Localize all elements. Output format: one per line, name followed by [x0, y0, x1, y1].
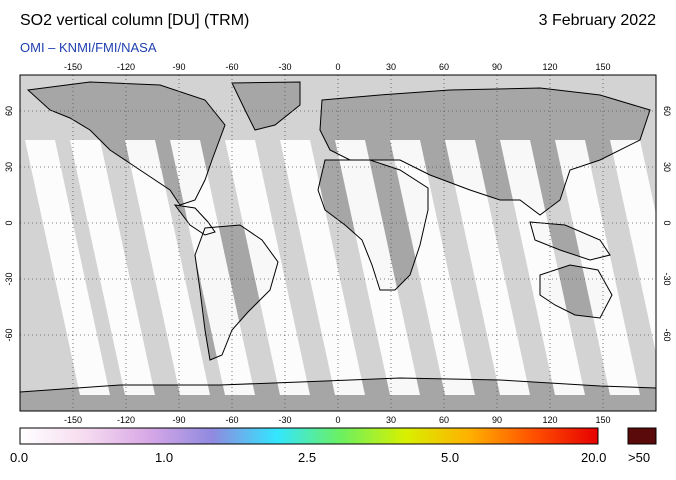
lat-ticks-right: 60 30 0 -30 -60	[662, 106, 672, 342]
colorbar-label-4: 20.0	[581, 450, 607, 465]
colorbar-label-0: 0.0	[10, 450, 29, 465]
lat-tick-label: 30	[4, 162, 14, 172]
lon-tick-label: 120	[542, 415, 557, 425]
lat-tick-label: 60	[662, 106, 672, 116]
lat-tick-label: 0	[4, 220, 14, 225]
coastlines	[20, 81, 656, 393]
lon-tick-label: 0	[335, 415, 340, 425]
lon-tick-label: 30	[386, 415, 396, 425]
lon-tick-label: 60	[439, 62, 449, 72]
swath-strip	[445, 140, 530, 395]
swath-strip	[25, 140, 110, 395]
colorbar-label-1: 1.0	[155, 450, 174, 465]
lon-tick-label: -120	[117, 62, 135, 72]
lon-tick-label: 60	[439, 415, 449, 425]
lon-tick-label: -150	[64, 415, 82, 425]
colorbar-overflow-swatch	[627, 427, 657, 445]
data-credit: OMI – KNMI/FMI/NASA	[20, 40, 157, 55]
lon-tick-label: 90	[492, 62, 502, 72]
lon-tick-label: 150	[595, 415, 610, 425]
lon-tick-label: -150	[64, 62, 82, 72]
colorbar	[19, 427, 599, 445]
lon-tick-label: -30	[278, 62, 291, 72]
swath-strip	[280, 140, 365, 395]
lat-tick-label: -60	[662, 328, 672, 341]
satellite-swaths	[25, 140, 656, 395]
lat-tick-label: 60	[4, 106, 14, 116]
lon-tick-label: -60	[225, 415, 238, 425]
lat-tick-label: 0	[662, 220, 672, 225]
swath-strip	[610, 140, 656, 354]
swath-strip	[500, 140, 585, 395]
graticule	[20, 75, 656, 411]
lon-tick-label: -90	[172, 415, 185, 425]
lon-tick-label: 30	[386, 62, 396, 72]
lat-ticks-left: 60 30 0 -30 -60	[4, 106, 14, 342]
swath-strip	[335, 140, 420, 395]
map-date: 3 February 2022	[538, 12, 656, 29]
lon-tick-label: -90	[172, 62, 185, 72]
lat-tick-label: 30	[662, 162, 672, 172]
map-title: SO2 vertical column [DU] (TRM)	[20, 12, 250, 29]
lat-tick-label: -60	[4, 328, 14, 341]
colorbar-label-2: 2.5	[298, 450, 317, 465]
colorbar-overflow-label: >50	[628, 450, 651, 465]
lon-tick-label: 150	[595, 62, 610, 72]
eurasia	[320, 88, 650, 215]
swath-strip	[70, 140, 155, 395]
lon-tick-label: 120	[542, 62, 557, 72]
swath-strip	[555, 140, 640, 395]
lon-tick-label: 0	[335, 62, 340, 72]
lon-tick-label: -120	[117, 415, 135, 425]
swath-strip	[170, 140, 255, 395]
swath-strip	[390, 140, 475, 395]
map-frame	[19, 74, 657, 412]
colorbar-label-3: 5.0	[441, 450, 460, 465]
lon-tick-label: -30	[278, 415, 291, 425]
swath-strip	[225, 140, 310, 395]
swath-strip	[125, 140, 210, 395]
lon-ticks-top: -150 -120 -90 -60 -30 0 30 60 90 120 150	[64, 62, 611, 72]
lat-tick-label: -30	[4, 272, 14, 285]
lon-ticks-bottom: -150 -120 -90 -60 -30 0 30 60 90 120 150	[64, 415, 611, 425]
lat-tick-label: -30	[662, 272, 672, 285]
lon-tick-label: 90	[492, 415, 502, 425]
lon-tick-label: -60	[225, 62, 238, 72]
